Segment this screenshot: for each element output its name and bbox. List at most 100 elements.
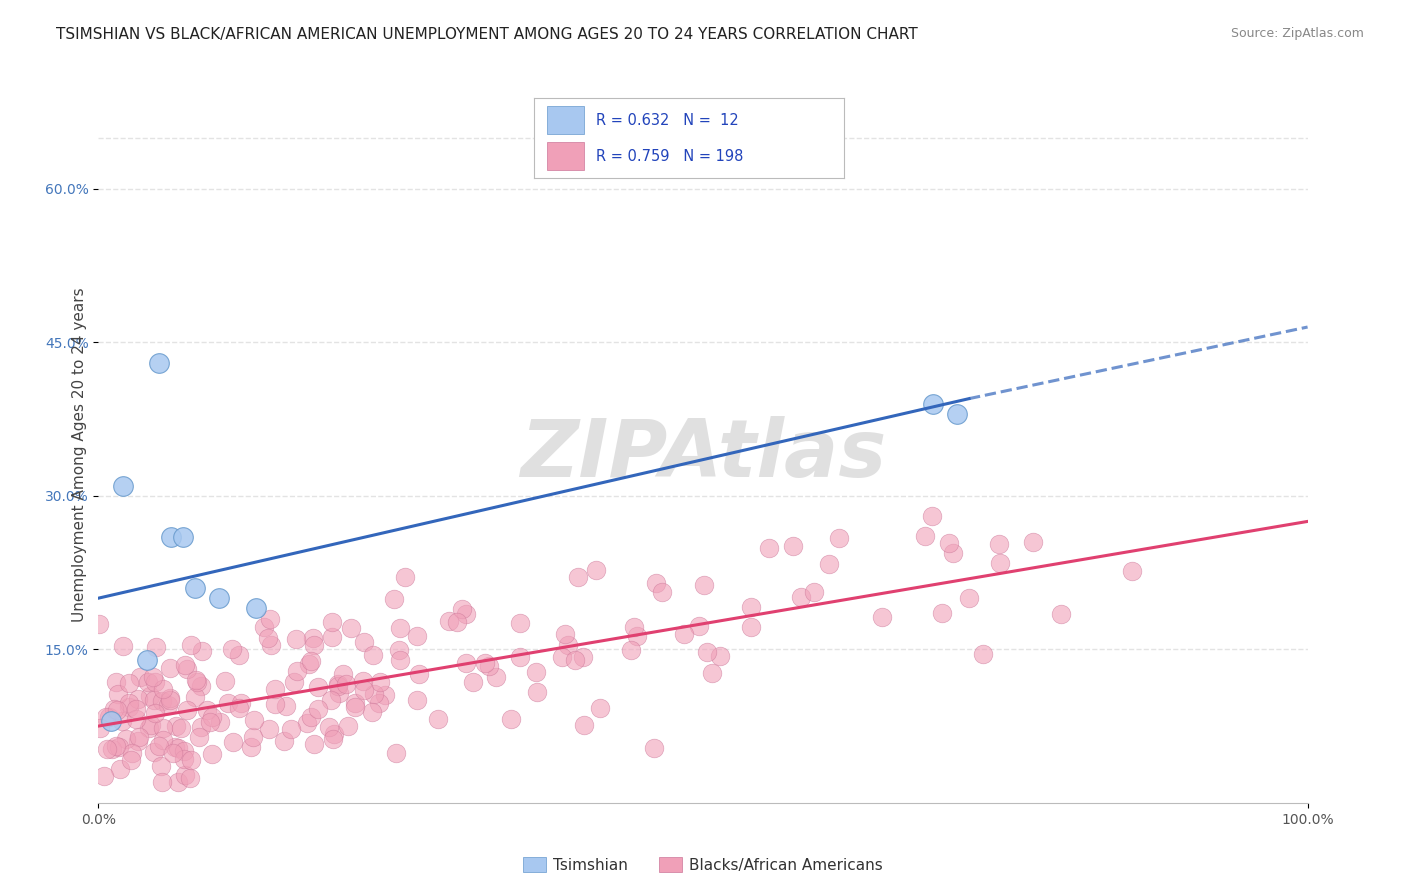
Text: Source: ZipAtlas.com: Source: ZipAtlas.com bbox=[1230, 27, 1364, 40]
Point bbox=[385, 746, 408, 760]
Point bbox=[190, 679, 212, 693]
Point bbox=[264, 697, 287, 711]
Point bbox=[870, 610, 893, 624]
Point bbox=[283, 674, 305, 689]
Point bbox=[188, 730, 211, 744]
Point bbox=[790, 591, 813, 605]
Point bbox=[143, 675, 166, 690]
Point bbox=[353, 635, 375, 649]
Point bbox=[321, 615, 343, 629]
Point bbox=[143, 693, 166, 707]
Point bbox=[148, 356, 170, 370]
Point bbox=[245, 601, 267, 615]
Point bbox=[370, 675, 392, 690]
Point bbox=[394, 569, 416, 583]
Point bbox=[328, 686, 350, 700]
Point bbox=[259, 612, 281, 626]
Point bbox=[818, 557, 841, 571]
Point bbox=[451, 601, 474, 615]
Point bbox=[360, 705, 382, 719]
Point bbox=[914, 529, 936, 543]
Point bbox=[139, 689, 162, 703]
Point bbox=[87, 616, 110, 631]
Legend: Tsimshian, Blacks/African Americans: Tsimshian, Blacks/African Americans bbox=[517, 850, 889, 879]
Point bbox=[118, 699, 141, 714]
Point bbox=[166, 775, 188, 789]
Point bbox=[526, 684, 548, 698]
Point bbox=[388, 642, 411, 657]
Point bbox=[572, 718, 595, 732]
Point bbox=[406, 629, 429, 643]
Point bbox=[343, 696, 366, 710]
Point bbox=[180, 638, 202, 652]
Point bbox=[107, 739, 129, 754]
Point bbox=[239, 739, 262, 754]
Point bbox=[114, 731, 136, 746]
Point bbox=[100, 742, 122, 756]
Point bbox=[221, 641, 243, 656]
Point bbox=[186, 674, 208, 689]
Point bbox=[957, 591, 980, 606]
Point bbox=[94, 710, 117, 724]
Text: TSIMSHIAN VS BLACK/AFRICAN AMERICAN UNEMPLOYMENT AMONG AGES 20 TO 24 YEARS CORRE: TSIMSHIAN VS BLACK/AFRICAN AMERICAN UNEM… bbox=[56, 27, 918, 42]
Point bbox=[121, 746, 143, 760]
Point bbox=[298, 657, 321, 672]
Point bbox=[105, 739, 128, 754]
Point bbox=[321, 630, 343, 644]
Text: R = 0.632   N =  12: R = 0.632 N = 12 bbox=[596, 112, 740, 128]
Point bbox=[454, 656, 477, 670]
Point bbox=[782, 539, 804, 553]
Point bbox=[128, 730, 150, 744]
Point bbox=[1050, 607, 1073, 621]
Point bbox=[118, 676, 141, 690]
Point bbox=[478, 659, 501, 673]
Point bbox=[696, 645, 718, 659]
Point bbox=[946, 407, 969, 421]
Point bbox=[623, 620, 645, 634]
Point bbox=[89, 722, 111, 736]
Point bbox=[159, 690, 181, 705]
Point bbox=[304, 737, 326, 751]
Point bbox=[461, 674, 484, 689]
Point bbox=[509, 616, 531, 631]
Point bbox=[108, 762, 131, 776]
Point bbox=[285, 664, 308, 678]
Point bbox=[554, 627, 576, 641]
Point bbox=[382, 591, 405, 606]
Point bbox=[388, 621, 411, 635]
Point bbox=[208, 591, 231, 606]
Point bbox=[550, 649, 572, 664]
Point bbox=[353, 682, 375, 697]
Point bbox=[184, 581, 207, 595]
Point bbox=[828, 532, 851, 546]
Point bbox=[96, 741, 118, 756]
Point bbox=[163, 740, 186, 755]
Point bbox=[758, 541, 780, 556]
Point bbox=[1121, 565, 1143, 579]
Point bbox=[142, 745, 165, 759]
Point bbox=[388, 653, 411, 667]
Point bbox=[408, 666, 430, 681]
Point bbox=[987, 537, 1010, 551]
Point bbox=[304, 638, 326, 652]
Point bbox=[709, 648, 731, 663]
Point bbox=[318, 720, 340, 734]
Point bbox=[332, 667, 354, 681]
Point bbox=[340, 620, 363, 634]
Point bbox=[643, 741, 665, 756]
Point bbox=[174, 658, 197, 673]
Point bbox=[173, 744, 195, 758]
Point bbox=[103, 702, 125, 716]
Text: ZIPAtlas: ZIPAtlas bbox=[520, 416, 886, 494]
Point bbox=[162, 747, 184, 761]
Point bbox=[499, 712, 522, 726]
Point bbox=[337, 719, 360, 733]
Point bbox=[406, 692, 429, 706]
Point bbox=[363, 687, 385, 701]
Point bbox=[172, 530, 194, 544]
Point bbox=[142, 670, 165, 684]
Point bbox=[322, 732, 344, 747]
Text: R = 0.759   N = 198: R = 0.759 N = 198 bbox=[596, 149, 744, 164]
Point bbox=[138, 721, 160, 735]
Point bbox=[589, 701, 612, 715]
